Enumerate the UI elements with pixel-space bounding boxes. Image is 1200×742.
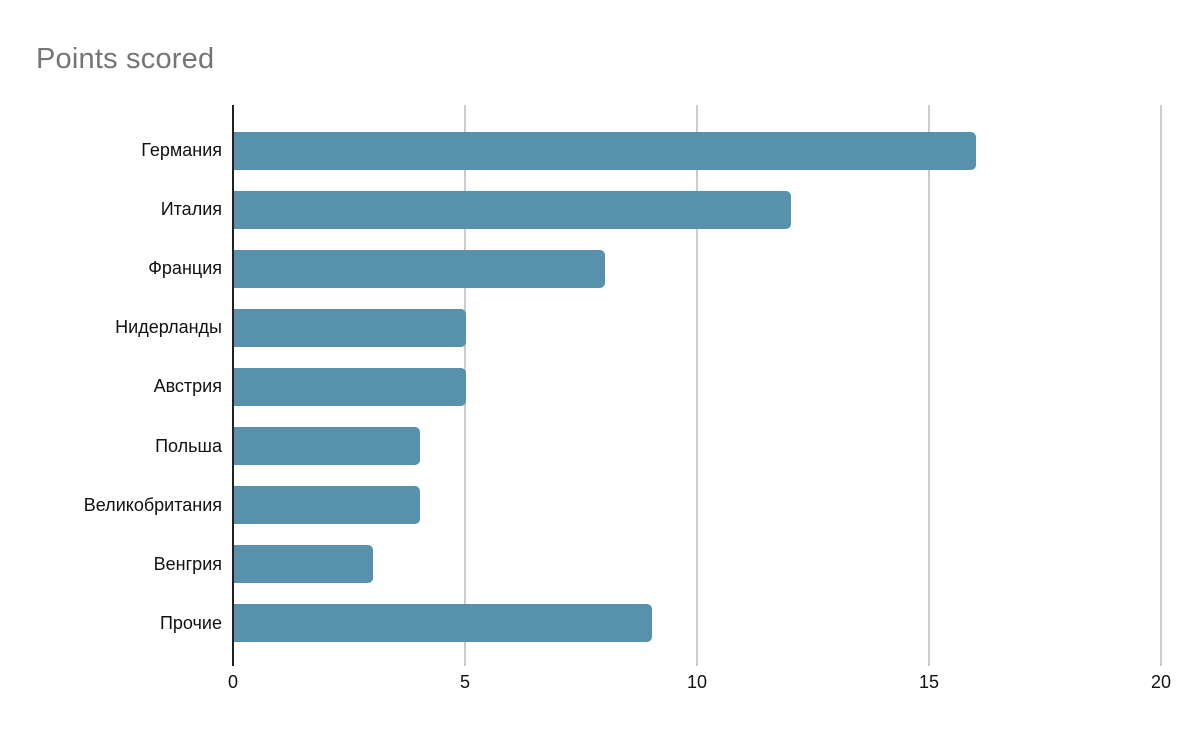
bar — [234, 131, 977, 170]
category-label: Нидерланды — [115, 317, 222, 338]
bar — [234, 190, 791, 229]
category-label: Прочие — [159, 612, 222, 633]
x-tick-label: 10 — [686, 672, 708, 692]
bar — [234, 486, 420, 525]
bar — [234, 308, 466, 347]
x-tick-label: 15 — [918, 672, 940, 692]
bar — [234, 368, 466, 406]
category-label: Венгрия — [153, 553, 222, 574]
x-tick-label: 5 — [459, 672, 471, 692]
category-label: Австрия — [153, 376, 222, 397]
grid-line — [696, 105, 698, 666]
bar — [234, 604, 652, 643]
category-label: Германия — [141, 140, 222, 161]
bar — [234, 427, 420, 466]
category-label: Польша — [155, 435, 222, 456]
y-axis-line — [232, 105, 234, 666]
category-label: Великобритания — [83, 494, 222, 515]
bar — [234, 249, 606, 288]
bar — [234, 545, 374, 584]
chart-title: Points scored — [36, 43, 215, 75]
x-tick-label: 0 — [227, 672, 239, 692]
x-tick-label: 20 — [1150, 672, 1172, 692]
category-label: Франция — [148, 258, 222, 279]
grid-line — [1160, 105, 1162, 666]
grid-line — [928, 105, 930, 666]
category-label: Италия — [160, 199, 222, 220]
